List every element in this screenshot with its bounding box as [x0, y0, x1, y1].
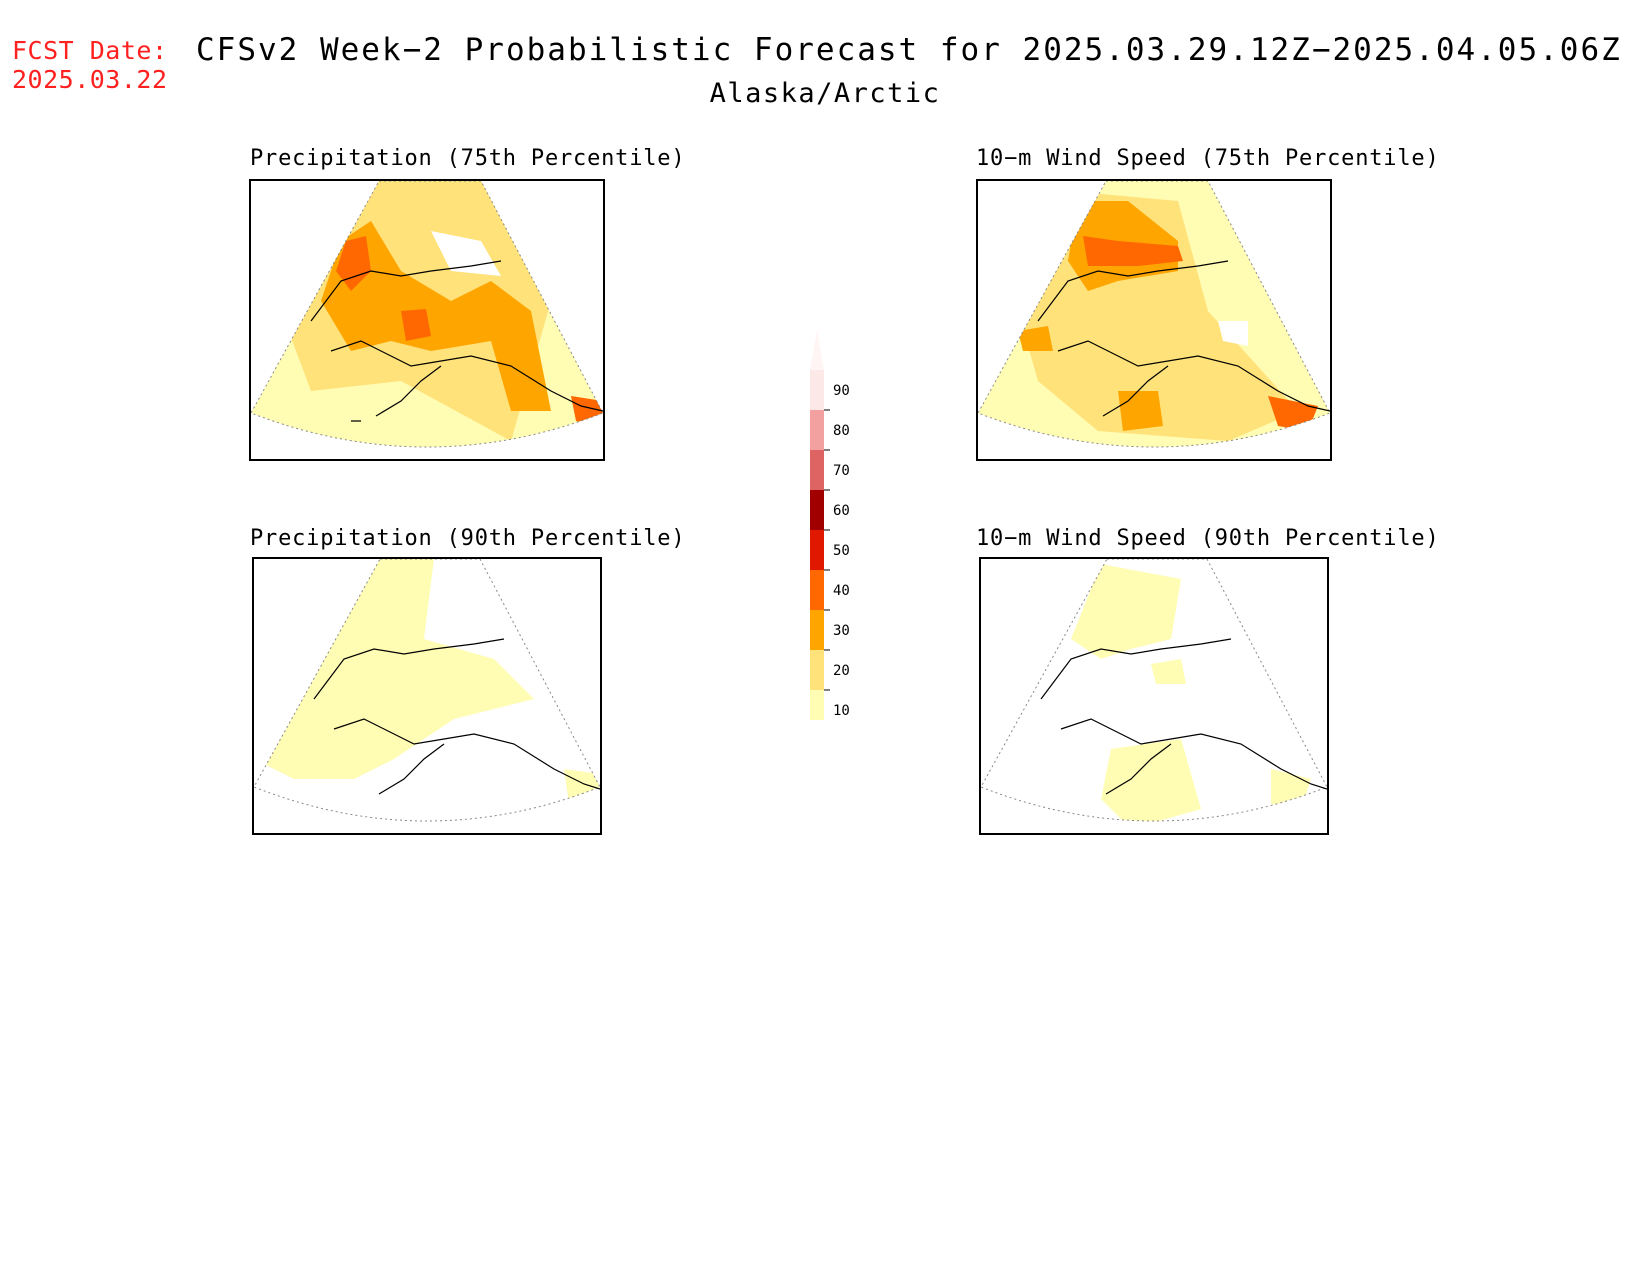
map-wind-75	[976, 179, 1332, 461]
colorbar-tick-label: 20	[833, 663, 850, 679]
region-title: Alaska/Arctic	[709, 78, 941, 109]
colorbar-tick-label: 40	[833, 583, 850, 599]
colorbar-swatch	[810, 570, 824, 610]
fcst-date: 2025.03.22	[12, 65, 168, 94]
colorbar-tick-label: 30	[833, 623, 850, 639]
fcst-label: FCST Date:	[12, 36, 168, 65]
colorbar-swatch	[810, 450, 824, 490]
map-precip-75	[249, 179, 605, 461]
map-wind-90-svg	[981, 559, 1327, 822]
colorbar: 90 80 70 60 50 40 30 20 10	[809, 330, 870, 767]
colorbar-swatch	[810, 610, 824, 650]
panel-title-wind-75: 10−m Wind Speed (75th Percentile)	[976, 146, 1440, 171]
map-precip-90	[252, 557, 602, 835]
colorbar-tick-label: 90	[833, 383, 850, 399]
colorbar-tick-label: 80	[833, 423, 850, 439]
colorbar-svg: 90 80 70 60 50 40 30 20 10	[809, 330, 850, 767]
panel-title-precip-75: Precipitation (75th Percentile)	[250, 146, 686, 171]
map-wind-75-svg	[978, 181, 1330, 448]
colorbar-tick-label: 70	[833, 463, 850, 479]
colorbar-swatch	[810, 490, 824, 530]
colorbar-tick-label: 60	[833, 503, 850, 519]
map-precip-75-svg	[251, 181, 603, 448]
panel-title-precip-90: Precipitation (90th Percentile)	[250, 526, 686, 551]
colorbar-swatch	[810, 650, 824, 690]
colorbar-swatch	[810, 410, 824, 450]
colorbar-swatch	[810, 370, 824, 410]
colorbar-tick-label: 10	[833, 703, 850, 719]
map-precip-90-svg	[254, 559, 600, 822]
colorbar-tick-label: 50	[833, 543, 850, 559]
colorbar-swatch	[810, 690, 824, 730]
colorbar-swatch	[810, 530, 824, 570]
colorbar-top-arrow	[810, 330, 824, 370]
map-wind-90	[979, 557, 1329, 835]
page-title: CFSv2 Week−2 Probabilistic Forecast for …	[196, 32, 1622, 68]
panel-title-wind-90: 10−m Wind Speed (90th Percentile)	[976, 526, 1440, 551]
forecast-date-label: FCST Date: 2025.03.22	[12, 36, 168, 94]
